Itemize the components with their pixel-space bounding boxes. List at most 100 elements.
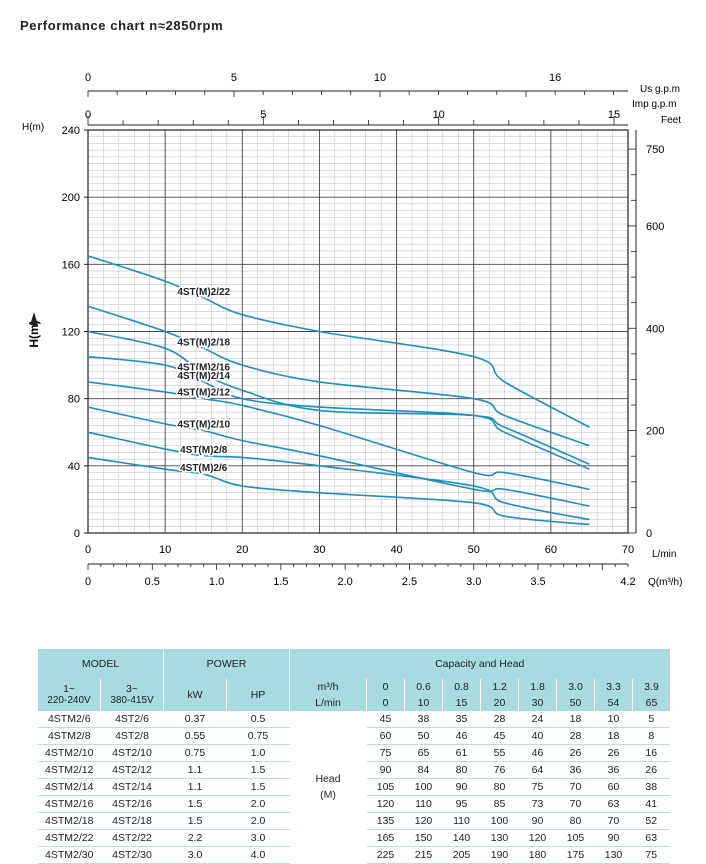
hp-cell: 1.0	[226, 744, 290, 762]
head-value-cell: 90	[442, 778, 481, 796]
y-tick-label: 120	[62, 327, 80, 339]
x-tick-label: 40	[390, 544, 402, 556]
curve-label: 4ST(M)2/16	[177, 362, 230, 373]
hp-cell: 0.75	[226, 727, 290, 745]
model-1ph-cell: 4STM2/18	[38, 812, 101, 830]
lmin-2: 15	[442, 695, 481, 711]
lmin-3: 20	[480, 695, 519, 711]
head-value-cell: 28	[480, 711, 519, 728]
m3h-tick-label: 2.0	[337, 576, 352, 588]
head-value-cell: 70	[594, 812, 633, 830]
feet-tick-label: 0	[646, 528, 652, 540]
head-value-cell: 130	[594, 846, 633, 864]
impgpm-tick-label: 0	[85, 109, 91, 121]
head-value-cell: 100	[404, 778, 443, 796]
kw-cell: 0.37	[163, 711, 227, 728]
head-value-cell: 10	[594, 711, 633, 728]
y-tick-label: 80	[68, 394, 80, 406]
model-1ph-cell: 4STM2/30	[38, 846, 101, 864]
head-value-cell: 105	[366, 778, 405, 796]
m3h-tick-label: 3.5	[530, 576, 545, 588]
head-value-cell: 60	[594, 778, 633, 796]
head-value-cell: 45	[480, 727, 519, 745]
m3h-tick-label: 0.5	[145, 576, 160, 588]
head-value-cell: 38	[632, 778, 670, 796]
head-value-cell: 46	[442, 727, 481, 745]
head-value-cell: 64	[518, 761, 557, 779]
model-1ph-cell: 4STM2/12	[38, 761, 101, 779]
lmin-0: 0	[366, 695, 405, 711]
head-value-cell: 40	[518, 727, 557, 745]
y-axis-arrow-icon	[30, 312, 38, 325]
head-value-cell: 8	[632, 727, 670, 745]
kw-header: kW	[163, 679, 227, 711]
head-value-cell: 85	[480, 795, 519, 813]
head-value-cell: 130	[480, 829, 519, 847]
kw-cell: 1.5	[163, 812, 227, 830]
head-value-cell: 76	[480, 761, 519, 779]
kw-cell: 0.55	[163, 727, 227, 745]
y-axis-label: H(m)	[27, 320, 41, 347]
curve-4ST(M)2/8	[87, 431, 590, 521]
head-value-cell: 28	[556, 727, 595, 745]
m3h-tick-label: 4.2	[620, 576, 635, 588]
usgpm-tick-label: 10	[374, 72, 386, 84]
head-value-cell: 70	[556, 778, 595, 796]
lmin-5: 50	[556, 695, 595, 711]
table-row: 4STM2/18 4ST2/18 1.5 2.0 135 120 110 100 90 80 70 5…	[38, 812, 670, 830]
head-value-cell: 205	[442, 846, 481, 864]
hp-cell: 1.5	[226, 761, 290, 779]
curve-label: 4ST(M)2/10	[177, 420, 230, 431]
head-value-cell: 180	[518, 846, 557, 864]
head-value-cell: 60	[366, 727, 405, 745]
head-label: Head	[315, 773, 341, 786]
head-value-cell: 165	[366, 829, 405, 847]
head-value-cell: 63	[632, 829, 670, 847]
feet-tick-label: 200	[646, 426, 664, 438]
y-tick-label: 200	[62, 192, 80, 204]
head-value-cell: 36	[594, 761, 633, 779]
y-axis-unit: H(m)	[22, 122, 44, 133]
kw-cell: 1.5	[163, 795, 227, 813]
head-value-cell: 135	[366, 812, 405, 830]
curve-4ST(M)2/6	[87, 456, 590, 526]
head-value-cell: 55	[480, 744, 519, 762]
hp-cell: 2.0	[226, 812, 290, 830]
table-row: 4STM2/22 4ST2/22 2.2 3.0 165 150 140 130 120 105 9…	[38, 829, 670, 847]
m3h-7: 3.9	[632, 679, 670, 695]
head-value-cell: 80	[480, 778, 519, 796]
lmin-1: 10	[404, 695, 443, 711]
usgpm-tick-label: 0	[85, 72, 91, 84]
curves	[87, 255, 590, 526]
head-value-cell: 50	[404, 727, 443, 745]
three-phase-header: 3~ 380-415V	[100, 679, 164, 711]
impgpm-tick-label: 5	[260, 109, 266, 121]
head-value-cell: 90	[594, 829, 633, 847]
x-tick-label: 10	[159, 544, 171, 556]
curve-label: 4ST(M)2/8	[180, 445, 228, 456]
curve-4ST(M)2/14	[87, 355, 590, 470]
head-value-cell: 35	[442, 711, 481, 728]
head-value-cell: 18	[556, 711, 595, 728]
head-value-cell: 75	[518, 778, 557, 796]
x-tick-label: 30	[313, 544, 325, 556]
head-value-cell: 52	[632, 812, 670, 830]
model-1ph-cell: 4STM2/16	[38, 795, 101, 813]
head-value-cell: 38	[404, 711, 443, 728]
m3h-0: 0	[366, 679, 405, 695]
m3h-5: 3.0	[556, 679, 595, 695]
usgpm-tick-label: 16	[549, 72, 561, 84]
m3h-tick-label: 1.0	[209, 576, 224, 588]
head-value-cell: 18	[594, 727, 633, 745]
model-3ph-cell: 4ST2/14	[100, 778, 164, 796]
table-row: 4STM2/14 4ST2/14 1.1 1.5 105 100 90 80 75 70 60 38	[38, 778, 670, 796]
lmin-7: 65	[632, 695, 670, 711]
usgpm-tick-label: 5	[231, 72, 237, 84]
model-1ph-cell: 4STM2/22	[38, 829, 101, 847]
head-value-cell: 120	[404, 812, 443, 830]
y-tick-label: 160	[62, 259, 80, 271]
feet-tick-label: 750	[646, 144, 664, 156]
x-tick-label: 0	[85, 544, 91, 556]
page-title: Performance chart n≈2850rpm	[20, 18, 224, 33]
